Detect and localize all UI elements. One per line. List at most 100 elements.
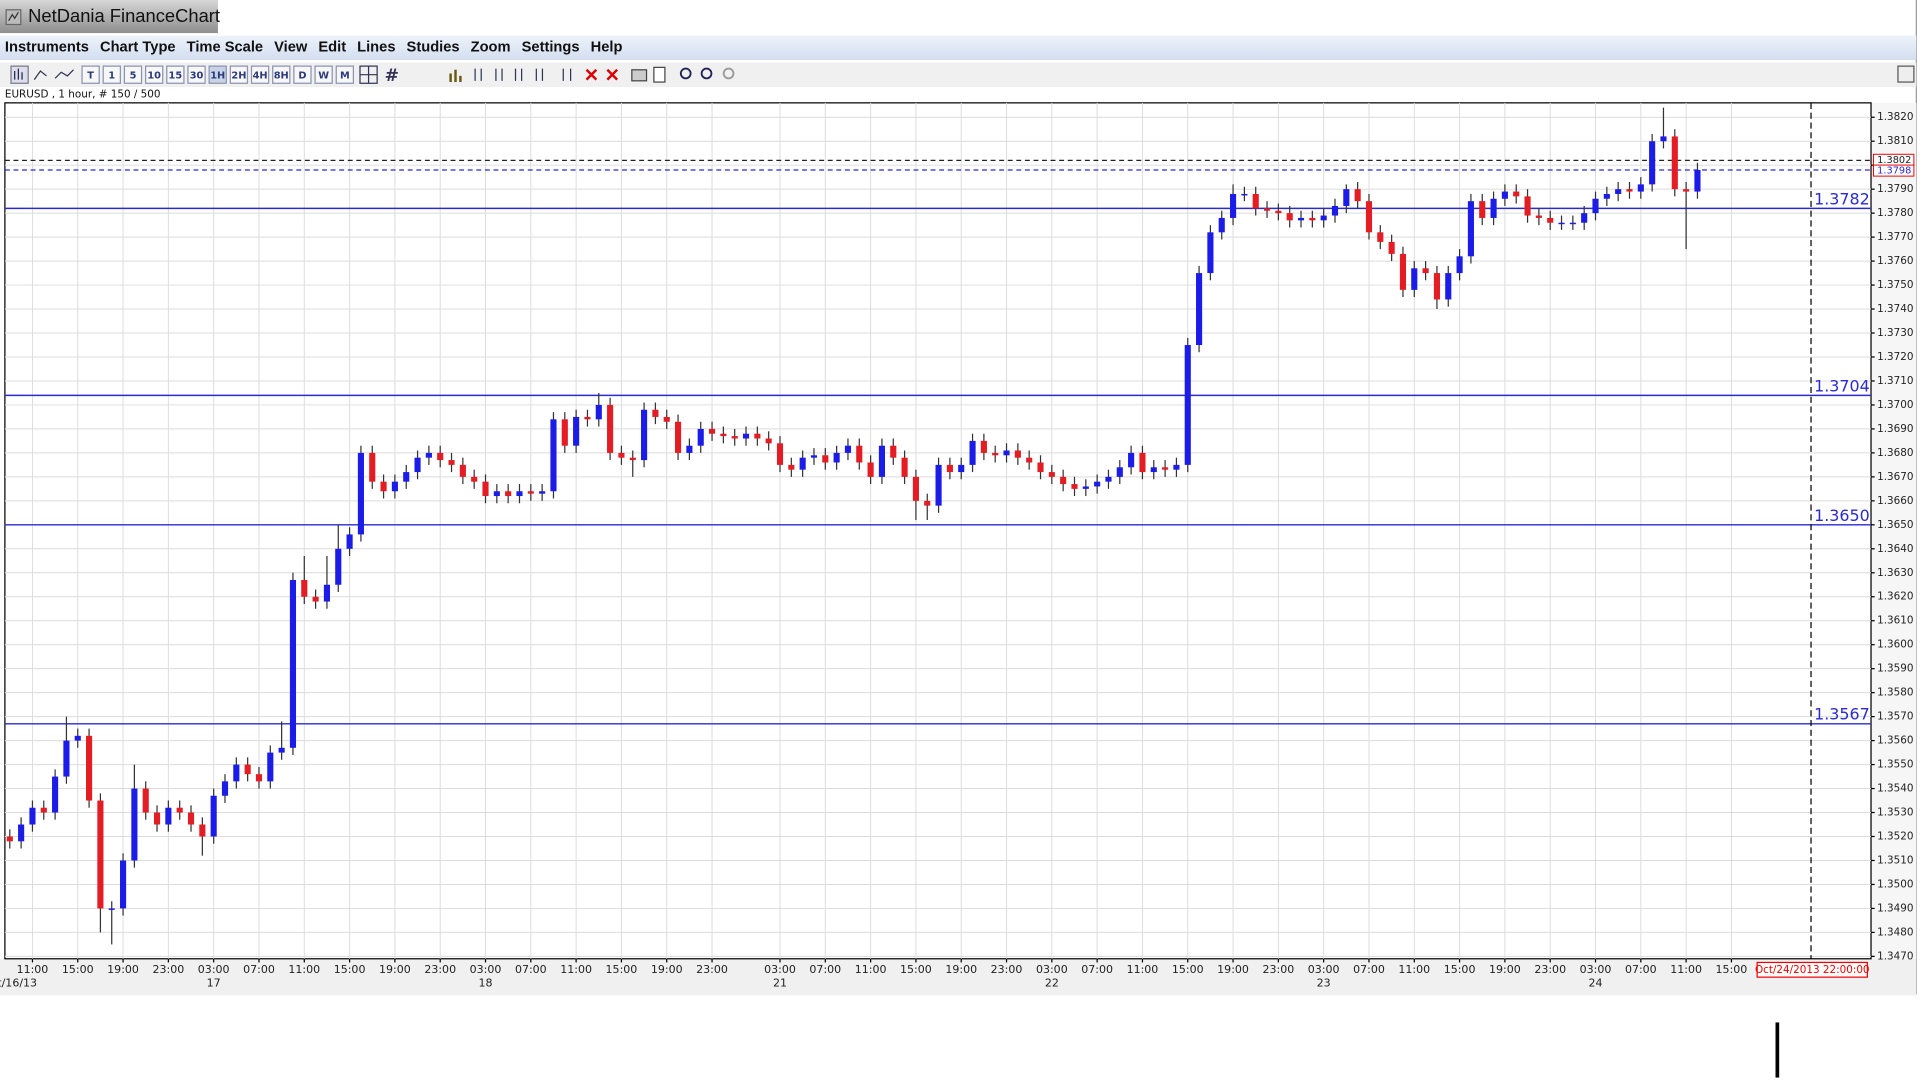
y-tick-label: 1.3600 bbox=[1877, 639, 1913, 651]
period-button[interactable] bbox=[229, 65, 249, 84]
candle-body bbox=[346, 534, 353, 549]
candle-body bbox=[1252, 193, 1259, 209]
candle-body bbox=[856, 445, 863, 463]
y-tick-label: 1.3640 bbox=[1877, 543, 1913, 555]
x-tick-label: 19:00 bbox=[107, 963, 139, 976]
tool-icon bbox=[360, 66, 378, 84]
menu-item[interactable]: Instruments bbox=[5, 40, 89, 56]
y-tick-label: 1.3590 bbox=[1877, 663, 1913, 675]
candle-body bbox=[1275, 210, 1282, 214]
candle-body bbox=[357, 452, 364, 535]
y-tick-label: 1.3780 bbox=[1877, 207, 1913, 219]
candle-body bbox=[1637, 184, 1644, 192]
period-button[interactable] bbox=[250, 65, 270, 84]
x-tick-label: 19:00 bbox=[379, 963, 411, 976]
candle-body bbox=[573, 416, 580, 446]
y-tick-label: 1.3810 bbox=[1877, 135, 1913, 147]
menu-item[interactable]: Chart Type bbox=[100, 40, 176, 56]
tool-icon bbox=[54, 69, 74, 79]
candle-body bbox=[1456, 256, 1463, 274]
level-label: 1.3782 bbox=[1814, 189, 1870, 208]
y-tick-label: 1.3690 bbox=[1877, 423, 1913, 435]
menu-item[interactable]: Studies bbox=[407, 40, 460, 56]
candle-body bbox=[810, 455, 818, 458]
candle-body bbox=[708, 428, 716, 434]
y-tick-label: 1.3610 bbox=[1877, 615, 1913, 627]
candle-body bbox=[992, 452, 999, 456]
candle-body bbox=[901, 457, 908, 477]
x-tick-label: 03:00 bbox=[198, 963, 230, 976]
candle-body bbox=[754, 433, 761, 439]
period-button[interactable] bbox=[272, 65, 291, 84]
candle-body bbox=[1694, 169, 1701, 192]
candle-body bbox=[969, 440, 976, 465]
period-button[interactable] bbox=[208, 65, 227, 84]
x-tick-label: 07:00 bbox=[1353, 963, 1385, 976]
y-tick-label: 1.3540 bbox=[1877, 783, 1913, 795]
period-button[interactable] bbox=[166, 65, 185, 84]
y-tick-label: 1.3480 bbox=[1877, 926, 1913, 938]
candle-body bbox=[1547, 217, 1554, 223]
candle-body bbox=[493, 491, 500, 497]
period-label: M bbox=[340, 70, 350, 81]
candle-body bbox=[131, 788, 138, 861]
candle-body bbox=[437, 452, 444, 461]
period-button[interactable] bbox=[102, 65, 121, 84]
candle-body bbox=[1082, 486, 1089, 489]
tool-button[interactable] bbox=[1897, 65, 1915, 83]
menu-item[interactable]: View bbox=[274, 40, 308, 56]
candle-body bbox=[369, 452, 376, 482]
menu-item[interactable]: Help bbox=[591, 40, 623, 56]
title-tab bbox=[0, 0, 218, 34]
candle-body bbox=[267, 752, 274, 782]
candle-body bbox=[312, 596, 319, 602]
candle-body bbox=[40, 807, 47, 813]
tool-button[interactable] bbox=[10, 65, 29, 84]
candle-body bbox=[289, 579, 297, 748]
candle-body bbox=[550, 419, 557, 492]
menu-item[interactable]: Lines bbox=[357, 40, 395, 56]
x-tick-label: 15:00 bbox=[606, 963, 638, 976]
candle-body bbox=[1309, 217, 1316, 221]
price-box bbox=[1872, 164, 1915, 177]
candle-body bbox=[29, 807, 36, 825]
tool-icon bbox=[722, 67, 735, 80]
menu-item[interactable]: Edit bbox=[318, 40, 346, 56]
x-tick-label: 15:00 bbox=[1716, 963, 1748, 976]
period-button[interactable] bbox=[335, 65, 355, 84]
period-button[interactable] bbox=[123, 65, 143, 84]
period-button[interactable] bbox=[187, 65, 206, 84]
candle-body bbox=[120, 860, 127, 909]
candle-body bbox=[561, 419, 568, 446]
candle-body bbox=[1660, 136, 1667, 142]
tool-icon bbox=[653, 66, 666, 83]
y-tick-label: 1.3550 bbox=[1877, 759, 1913, 771]
period-button[interactable] bbox=[293, 65, 312, 84]
period-button[interactable] bbox=[81, 65, 100, 84]
candle-body bbox=[1207, 232, 1214, 274]
x-tick-label: 15:00 bbox=[334, 963, 366, 976]
candle-body bbox=[686, 445, 693, 453]
x-tick-label: 07:00 bbox=[243, 963, 275, 976]
candle-body bbox=[1671, 136, 1678, 190]
period-button[interactable] bbox=[314, 65, 333, 84]
candle-body bbox=[255, 774, 263, 782]
candle-body bbox=[63, 740, 70, 777]
y-tick-label: 1.3760 bbox=[1877, 255, 1913, 267]
period-label: 10 bbox=[147, 70, 161, 81]
candle-body bbox=[844, 445, 852, 453]
period-button[interactable] bbox=[144, 65, 164, 84]
candle-body bbox=[675, 421, 682, 453]
candle-body bbox=[539, 491, 546, 494]
x-date-label: 18 bbox=[478, 976, 492, 989]
menu-item[interactable]: Zoom bbox=[471, 40, 511, 56]
menu-item[interactable]: Settings bbox=[522, 40, 580, 56]
candle-body bbox=[153, 812, 161, 825]
candle-body bbox=[1116, 467, 1123, 477]
price-label: 1.3798 bbox=[1877, 166, 1911, 177]
candle-body bbox=[1479, 201, 1486, 218]
candle-body bbox=[720, 433, 727, 437]
menu-item[interactable]: Time Scale bbox=[187, 40, 263, 56]
y-tick-label: 1.3490 bbox=[1877, 902, 1913, 914]
